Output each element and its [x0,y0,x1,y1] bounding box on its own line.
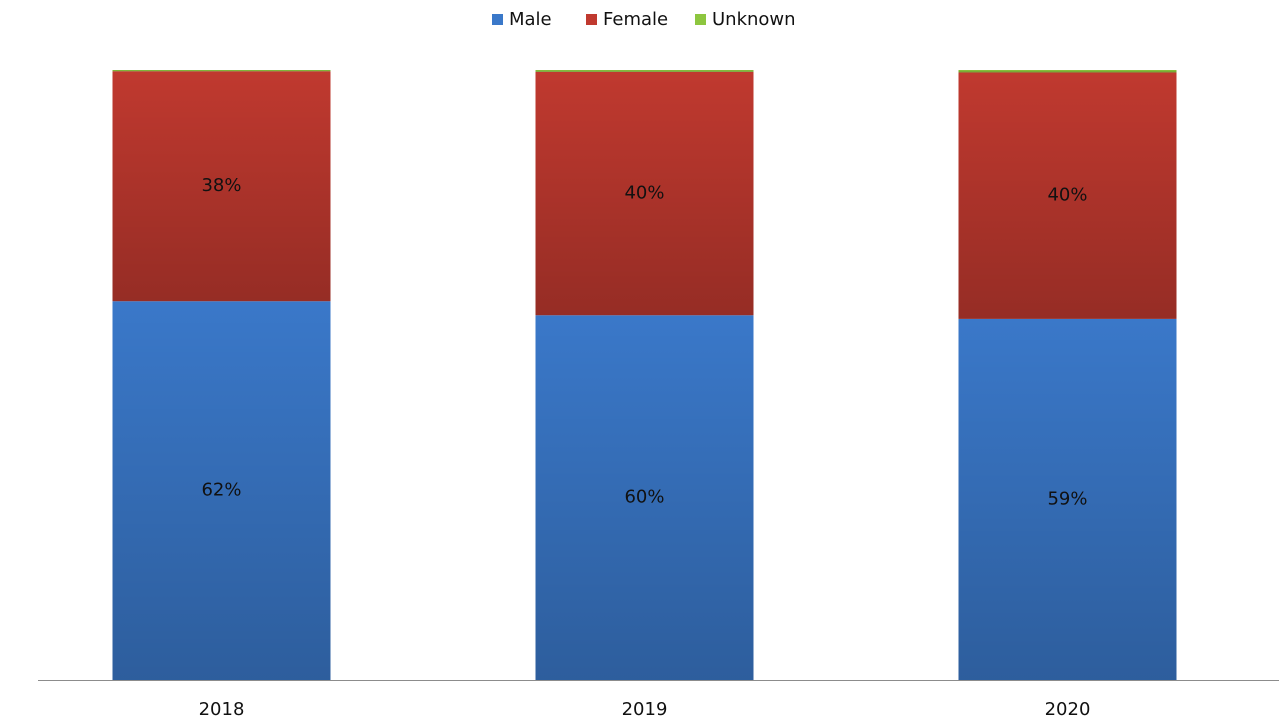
x-tick-label: 2018 [199,699,245,720]
bar-shade [958,70,1177,73]
legend-swatch [492,14,503,25]
x-tick-label: 2019 [622,699,668,720]
bar-shade [112,71,331,302]
bar-shade [535,70,754,72]
bar-shade [535,71,754,316]
data-label: 40% [624,183,664,204]
data-label: 60% [624,487,664,508]
data-label: 62% [201,480,241,501]
x-tick-label: 2020 [1045,699,1091,720]
legend-label: Female [603,9,668,30]
bar-shade [112,301,331,680]
data-label: 59% [1047,488,1087,509]
data-label: 40% [1047,185,1087,206]
data-label: 38% [201,175,241,196]
legend-label: Unknown [712,9,796,30]
bar-shade [535,315,754,680]
legend-swatch [695,14,706,25]
legend-swatch [586,14,597,25]
bar-shade [112,70,331,72]
legend-label: Male [509,9,552,30]
bar-shade [958,72,1177,319]
bar-shade [958,318,1177,680]
